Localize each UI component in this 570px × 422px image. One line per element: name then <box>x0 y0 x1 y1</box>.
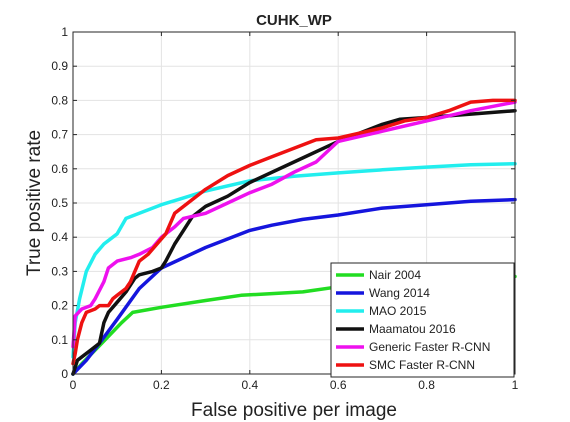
x-tick-label: 0.6 <box>330 378 347 392</box>
y-tick-label: 0.3 <box>51 264 68 278</box>
tick-labels: 0 0.2 0.4 0.6 0.8 1 0 0.1 0.2 0.3 0.4 0.5 0.6 0.7 0.8 0… <box>51 25 518 392</box>
y-tick-label: 1 <box>61 25 68 39</box>
y-tick-label: 0.1 <box>51 333 68 347</box>
legend-label: Maamatou 2016 <box>369 322 456 336</box>
series-lines <box>71 98 517 376</box>
series-line-wang-2014 <box>71 197 517 376</box>
y-axis-title: True positive rate <box>24 130 45 276</box>
x-tick-label: 0 <box>70 378 77 392</box>
x-tick-label: 0.8 <box>418 378 435 392</box>
y-tick-label: 0.9 <box>51 59 68 73</box>
y-tick-label: 0.2 <box>51 299 68 313</box>
legend-label: MAO 2015 <box>369 304 427 318</box>
y-tick-label: 0.6 <box>51 162 68 176</box>
x-tick-label: 0.4 <box>241 378 258 392</box>
legend-box <box>330 262 515 378</box>
legend-label: Nair 2004 <box>369 268 421 282</box>
x-axis-title: False positive per image <box>191 400 397 421</box>
legend: Nair 2004 Wang 2014 MAO 2015 Maamatou 2016 G… <box>330 262 515 378</box>
x-tick-label: 0.2 <box>153 378 170 392</box>
series-line-mao-2015 <box>71 161 517 359</box>
legend-label: Generic Faster R-CNN <box>369 340 490 354</box>
chart-title: CUHK_WP <box>256 12 332 29</box>
y-tick-label: 0 <box>61 367 68 381</box>
legend-label: Wang 2014 <box>369 286 430 300</box>
series-line-smc-faster-r-cnn <box>71 98 517 366</box>
y-tick-label: 0.5 <box>51 196 68 210</box>
legend-label: SMC Faster R-CNN <box>369 358 475 372</box>
y-tick-label: 0.8 <box>51 93 68 107</box>
x-tick-label: 1 <box>512 378 519 392</box>
series-line-generic-faster-r-cnn <box>71 100 517 349</box>
y-tick-label: 0.4 <box>51 230 68 244</box>
y-tick-label: 0.7 <box>51 128 68 142</box>
